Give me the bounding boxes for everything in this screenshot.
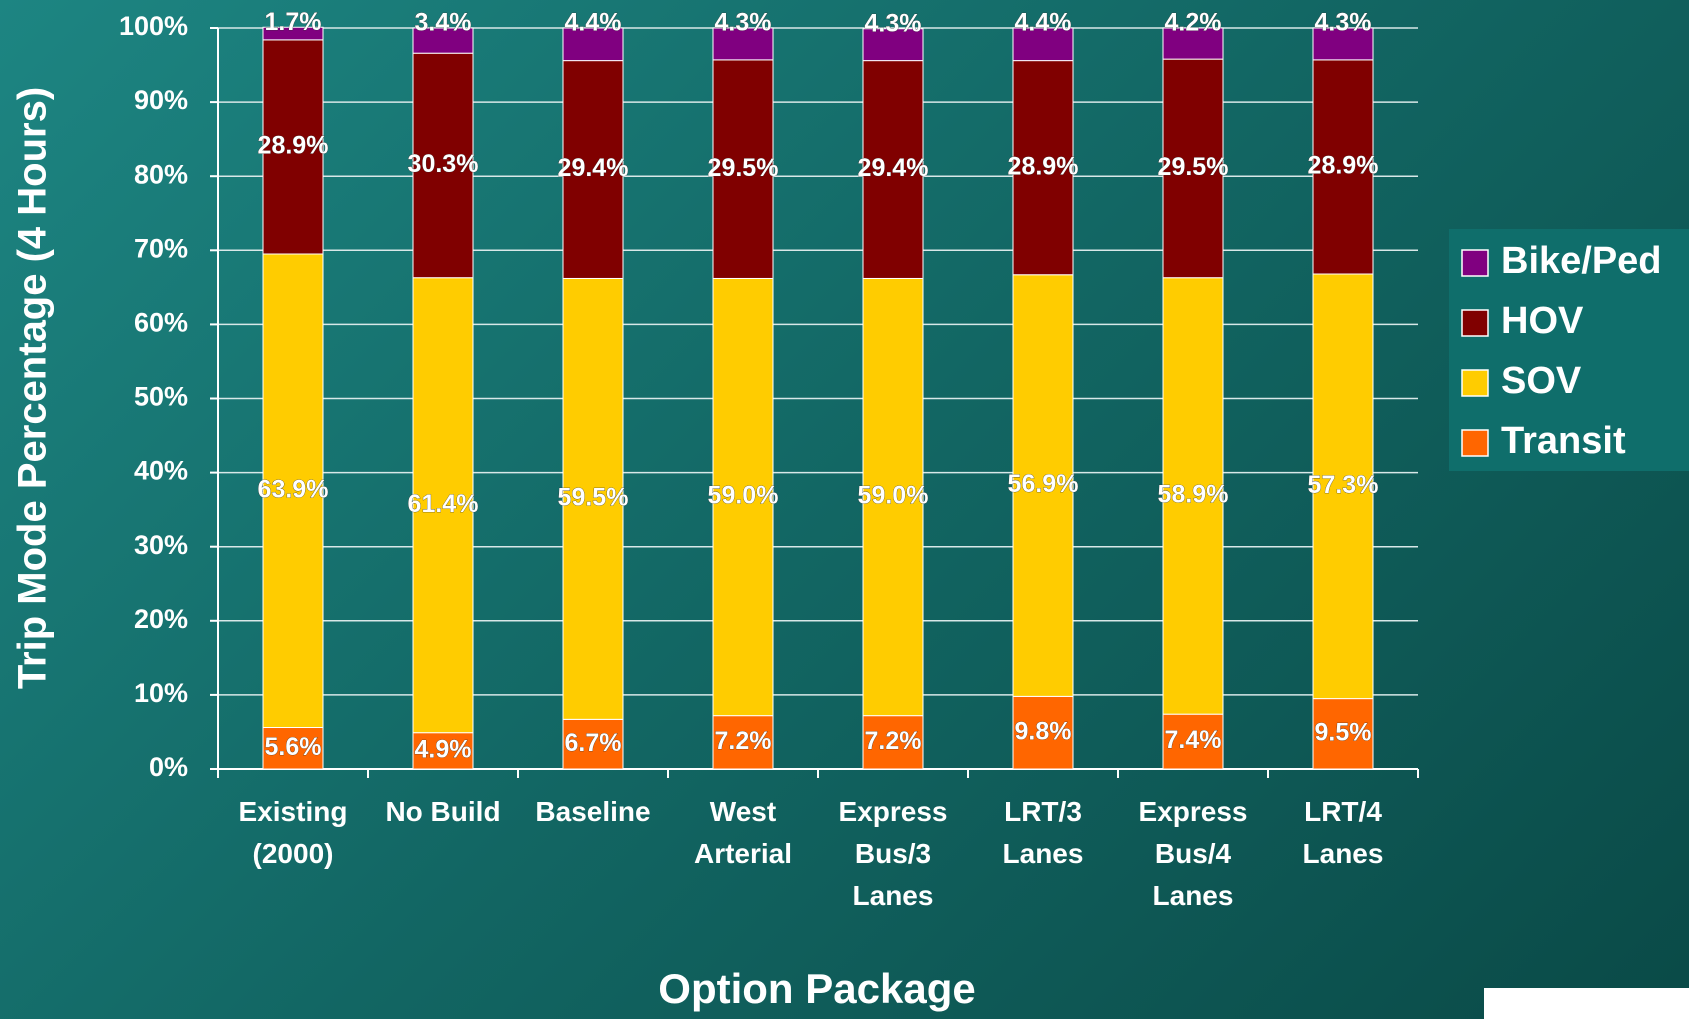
- legend-label: HOV: [1501, 300, 1584, 342]
- data-label: 7.2%: [715, 727, 772, 755]
- y-tick-label: 60%: [134, 308, 188, 338]
- bar-segment: [1162, 58, 1224, 279]
- x-tick-label: Baseline: [535, 796, 651, 827]
- bar-segment: [262, 253, 324, 729]
- bar-segment: [712, 27, 774, 61]
- bar-segment: [562, 27, 624, 62]
- data-label: 29.5%: [708, 154, 779, 182]
- bar-segment: [412, 732, 474, 770]
- bar-segment: [1012, 27, 1074, 62]
- x-tick-label: Existing (2000): [238, 796, 348, 869]
- data-label: 9.5%: [1315, 718, 1372, 746]
- data-label: 28.9%: [258, 132, 329, 160]
- bar-segment: [412, 52, 474, 279]
- data-label: 58.9%: [1158, 481, 1229, 509]
- data-label: 6.7%: [565, 729, 622, 757]
- bar-segment: [712, 59, 774, 279]
- data-label: 61.4%: [408, 490, 479, 518]
- data-label: 7.4%: [1165, 726, 1222, 754]
- data-label: 4.3%: [865, 9, 922, 37]
- legend-box: [1449, 229, 1689, 471]
- bar-segment: [262, 727, 324, 770]
- legend-swatch: [1461, 309, 1489, 337]
- legend-label: Bike/Ped: [1501, 240, 1662, 282]
- data-label: 30.3%: [408, 150, 479, 178]
- y-axis-title: Trip Mode Percentage (4 Hours): [11, 87, 55, 689]
- bar-segment: [562, 277, 624, 720]
- data-label: 4.4%: [1015, 9, 1072, 37]
- y-tick-label: 80%: [134, 159, 188, 189]
- x-tick-label: West Arterial: [693, 796, 793, 869]
- x-tick-label: Express Bus/3 Lanes: [838, 796, 948, 911]
- x-tick-label: LRT/3 Lanes: [1002, 796, 1084, 869]
- data-label: 1.7%: [265, 8, 322, 36]
- bar-segment: [1162, 277, 1224, 715]
- data-label: 4.2%: [1165, 9, 1222, 37]
- data-label: 5.6%: [265, 733, 322, 761]
- bar-segment: [562, 60, 624, 279]
- y-tick-label: 0%: [149, 752, 188, 782]
- data-label: 28.9%: [1008, 152, 1079, 180]
- bar-segment: [412, 277, 474, 734]
- y-tick-label: 50%: [134, 382, 188, 412]
- data-label: 63.9%: [258, 475, 329, 503]
- data-label: 28.9%: [1308, 152, 1379, 180]
- data-label: 29.4%: [558, 154, 629, 182]
- data-label: 9.8%: [1015, 717, 1072, 745]
- bar-segment: [1312, 698, 1374, 770]
- bar-segment: [1312, 27, 1374, 61]
- data-label: 4.4%: [565, 9, 622, 37]
- x-tick-label: LRT/4 Lanes: [1302, 796, 1384, 869]
- bar-segment: [1312, 59, 1374, 275]
- legend-swatch: [1461, 369, 1489, 397]
- data-label: 59.0%: [858, 482, 929, 510]
- y-tick-label: 10%: [134, 678, 188, 708]
- data-label: 56.9%: [1008, 470, 1079, 498]
- bar-segment: [262, 26, 324, 41]
- y-tick-label: 40%: [134, 456, 188, 486]
- logo: [1484, 988, 1689, 1019]
- bar-segment: [1012, 60, 1074, 276]
- bar-segment: [862, 60, 924, 279]
- data-label: 4.3%: [1315, 9, 1372, 37]
- x-axis-title: Option Package: [658, 965, 975, 1012]
- data-label: 4.3%: [715, 9, 772, 37]
- y-tick-label: 100%: [119, 11, 188, 41]
- bar-segment: [1012, 695, 1074, 770]
- data-label: 29.5%: [1158, 153, 1229, 181]
- bar-segment: [862, 28, 924, 62]
- y-tick-label: 30%: [134, 530, 188, 560]
- data-label: 4.9%: [415, 735, 472, 763]
- bar-segment: [412, 27, 474, 54]
- data-label: 29.4%: [858, 154, 929, 182]
- data-label: 3.4%: [415, 9, 472, 37]
- legend-swatch: [1461, 429, 1489, 457]
- data-label: 59.5%: [558, 484, 629, 512]
- x-tick-label: Express Bus/4 Lanes: [1138, 796, 1248, 911]
- data-label: 57.3%: [1308, 471, 1379, 499]
- legend-label: Transit: [1501, 420, 1626, 462]
- data-label: 7.2%: [865, 727, 922, 755]
- x-tick-label: No Build: [385, 796, 501, 827]
- y-tick-label: 90%: [134, 85, 188, 115]
- bar-segment: [262, 39, 324, 255]
- legend-label: SOV: [1501, 360, 1582, 402]
- data-label: 59.0%: [708, 482, 779, 510]
- y-tick-label: 70%: [134, 233, 188, 263]
- bar-segment: [1312, 273, 1374, 700]
- legend-swatch: [1461, 249, 1489, 277]
- bar-segment: [1162, 27, 1224, 60]
- y-tick-label: 20%: [134, 604, 188, 634]
- bar-segment: [1012, 274, 1074, 697]
- bar-segment: [1162, 713, 1224, 770]
